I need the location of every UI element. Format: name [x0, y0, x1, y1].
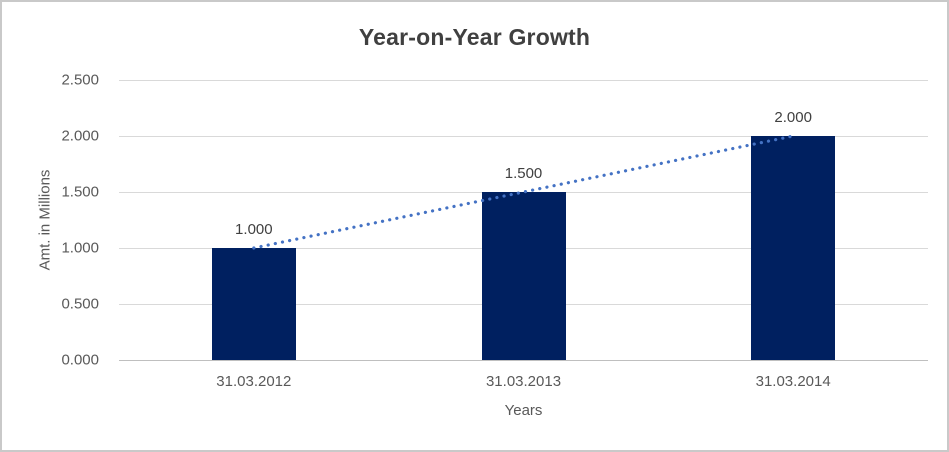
chart-title: Year-on-Year Growth: [358, 24, 591, 50]
data-label: 2.000: [774, 109, 812, 126]
y-axis-tick-label: 1.000: [61, 239, 99, 257]
bar-31.03.2014: [751, 136, 836, 360]
y-axis-tick-labels: 0.000 0.500 1.000 1.500 2.000 2.500: [2, 72, 99, 369]
x-axis-title: Years: [504, 402, 543, 419]
data-label: 1.000: [235, 221, 273, 238]
data-label: 1.500: [504, 165, 543, 182]
x-axis-tick-label: 31.03.2012: [216, 373, 292, 390]
y-axis-tick-label: 2.500: [61, 71, 99, 89]
bar-31.03.2012: [211, 248, 296, 360]
x-axis-tick-label: 31.03.2014: [755, 373, 831, 390]
x-axis-tick-label: 31.03.2013: [485, 373, 562, 390]
x-axis-line: [119, 360, 928, 361]
plot-area: 1.000 31.03.2012 1.500 31.03.2013 2.000 31.03…: [119, 80, 928, 390]
y-axis-tick-label: 0.000: [61, 351, 99, 369]
gridline: [119, 80, 928, 81]
y-axis-tick-label: 2.000: [61, 127, 99, 145]
y-axis-tick-label: 0.500: [61, 295, 99, 313]
y-axis-tick-label: 1.500: [61, 183, 99, 201]
bar-31.03.2013: [481, 192, 566, 360]
